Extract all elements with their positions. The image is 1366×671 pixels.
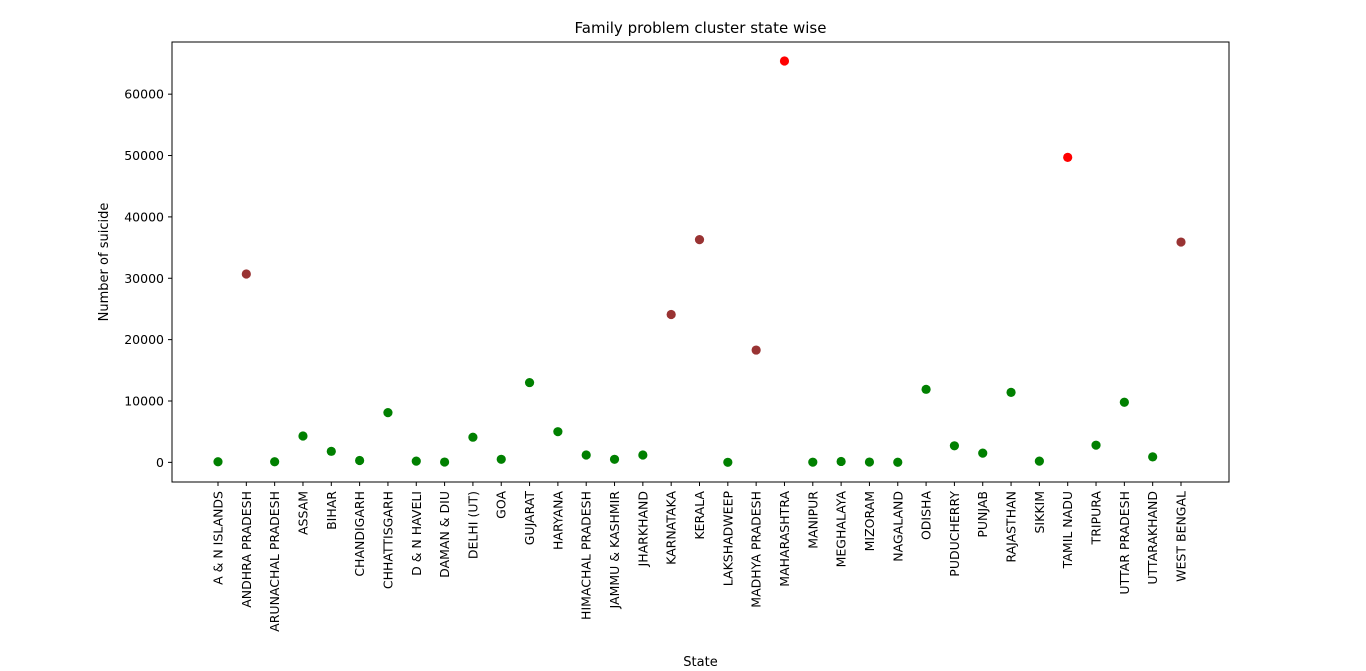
data-point [496, 454, 506, 464]
data-point [949, 441, 960, 451]
data-point [1091, 440, 1101, 450]
data-point [383, 408, 393, 418]
x-tick-label: MEGHALAYA [834, 491, 849, 568]
x-tick-label: LAKSHADWEEP [720, 491, 735, 587]
x-tick-label: PUDUCHERRY [947, 491, 962, 577]
x-tick-label: D & N HAVELI [409, 491, 424, 576]
data-point [1034, 456, 1044, 466]
x-tick-label: CHANDIGARH [352, 491, 367, 577]
data-point [524, 377, 535, 388]
data-point [836, 456, 846, 467]
x-tick-label: TAMIL NADU [1060, 491, 1075, 569]
x-tick-label: A & N ISLANDS [211, 491, 226, 585]
x-tick-label: ARUNACHAL PRADESH [267, 491, 282, 632]
x-tick-label: NAGALAND [890, 491, 905, 562]
x-tick-label: KERALA [692, 491, 707, 540]
data-point [666, 309, 676, 320]
x-tick-label: MANIPUR [805, 491, 820, 549]
y-axis-label: Number of suicide [97, 203, 112, 322]
x-tick-label: HARYANA [550, 491, 565, 550]
data-point [808, 457, 818, 467]
x-tick-label: DAMAN & DIU [437, 491, 452, 578]
x-tick-label: CHHATTISGARH [380, 491, 395, 589]
y-tick-label: 50000 [124, 148, 164, 163]
y-tick-label: 0 [156, 455, 164, 470]
data-point [1119, 397, 1129, 407]
x-tick-label: GOA [494, 491, 509, 519]
x-axis: A & N ISLANDS ANDHRA PRADESH ARUNACHAL PRA… [211, 482, 1189, 632]
data-point [213, 457, 223, 467]
x-tick-label: UTTARAKHAND [1145, 491, 1160, 585]
data-point [978, 448, 988, 458]
x-tick-label: ANDHRA PRADESH [239, 491, 254, 608]
y-tick-label: 10000 [124, 393, 164, 408]
data-point [609, 454, 620, 464]
data-point [694, 235, 705, 245]
x-tick-label: DELHI (UT) [465, 491, 480, 559]
x-tick-label: RAJASTHAN [1004, 491, 1019, 563]
x-tick-label: ODISHA [919, 491, 934, 540]
data-point [439, 457, 450, 467]
data-point [638, 450, 648, 460]
data-points [213, 56, 1186, 467]
data-point [751, 345, 761, 355]
data-point [1063, 152, 1073, 162]
data-point [864, 457, 875, 467]
y-tick-label: 30000 [124, 271, 164, 286]
data-point [779, 56, 790, 66]
x-tick-label: ASSAM [295, 491, 310, 535]
data-point [921, 384, 931, 394]
data-point [468, 432, 478, 442]
x-tick-label: SIKKIM [1032, 491, 1047, 534]
data-point [355, 455, 365, 466]
data-point [298, 431, 308, 441]
x-tick-label: JAMMU & KASHMIR [607, 491, 622, 610]
x-tick-label: KARNATAKA [664, 491, 679, 565]
plot-area-frame [171, 41, 1230, 483]
y-tick-label: 60000 [124, 87, 164, 102]
x-tick-label: PUNJAB [975, 491, 990, 538]
x-tick-label: HIMACHAL PRADESH [579, 491, 594, 620]
x-tick-label: WEST BENGAL [1174, 491, 1189, 582]
data-point [553, 427, 563, 437]
data-point [326, 446, 336, 456]
x-tick-label: MADHYA PRADESH [749, 491, 764, 608]
data-point [893, 457, 903, 467]
x-tick-label: MAHARASHTRA [777, 491, 792, 587]
data-point [1176, 237, 1186, 247]
y-tick-label: 20000 [124, 332, 164, 347]
x-tick-label: BIHAR [324, 491, 339, 530]
data-point [270, 457, 280, 467]
x-tick-label: MIZORAM [862, 491, 877, 551]
data-point [241, 269, 251, 279]
data-point [1006, 387, 1016, 398]
data-point [411, 456, 421, 466]
y-axis: 0 10000 20000 30000 40000 50000 60000 [124, 87, 172, 470]
data-point [723, 457, 733, 467]
data-point [581, 450, 591, 460]
x-tick-label: TRIPURA [1089, 491, 1104, 546]
x-tick-label: JHARKHAND [635, 491, 650, 567]
chart-title: Family problem cluster state wise [575, 19, 827, 37]
data-point [1148, 452, 1158, 462]
x-axis-label: State [683, 655, 717, 670]
y-tick-label: 40000 [124, 209, 164, 224]
x-tick-label: UTTAR PRADESH [1117, 491, 1132, 595]
x-tick-label: GUJARAT [522, 491, 537, 546]
